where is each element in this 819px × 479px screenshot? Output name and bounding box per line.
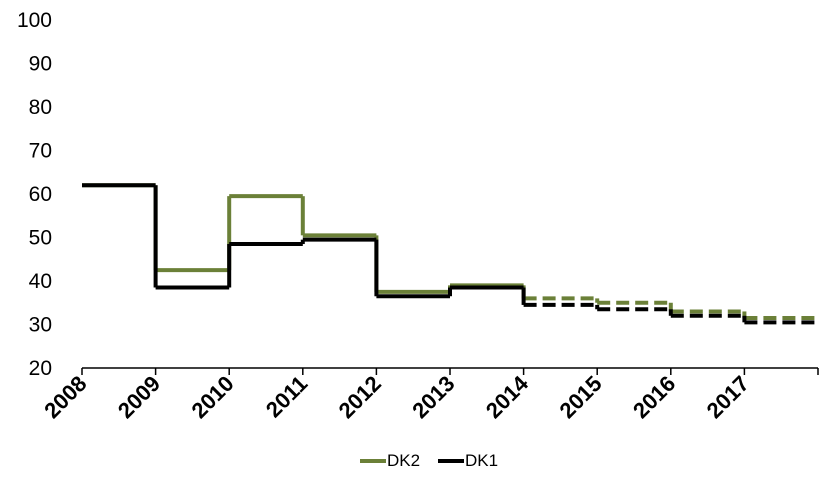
legend-item-dk1: DK1 [438,451,498,470]
y-tick-label: 80 [29,96,52,119]
y-tick-label: 100 [17,9,52,32]
x-tick-label: 2014 [481,370,534,423]
legend-label: DK2 [387,451,420,470]
y-tick-label: 50 [29,227,52,250]
series-lines [82,183,818,325]
x-tick-label: 2017 [702,371,754,423]
y-tick-label: 40 [29,270,52,293]
x-tick-label: 2013 [407,371,459,423]
x-tick-label: 2011 [261,371,312,422]
y-axis: 20 30 40 50 60 70 80 90 100 [17,9,52,380]
x-tick-label: 2016 [628,371,680,423]
y-tick-label: 90 [29,53,52,76]
y-tick-label: 60 [29,183,52,206]
legend-item-dk2: DK2 [360,451,420,470]
x-tick-label: 2012 [334,371,386,423]
x-tick-label: 2009 [113,371,165,423]
x-axis: 2008 2009 2010 2011 2012 2013 2014 2015 2016 2017 [39,367,819,423]
x-tick-label: 2010 [186,371,238,423]
legend-label: DK1 [465,451,498,470]
y-tick-label: 30 [29,314,52,337]
y-tick-label: 20 [29,357,52,380]
y-tick-label: 70 [29,140,52,163]
legend: DK2 DK1 [360,451,498,470]
x-tick-label: 2015 [554,371,606,423]
series-dk1 [82,183,818,325]
